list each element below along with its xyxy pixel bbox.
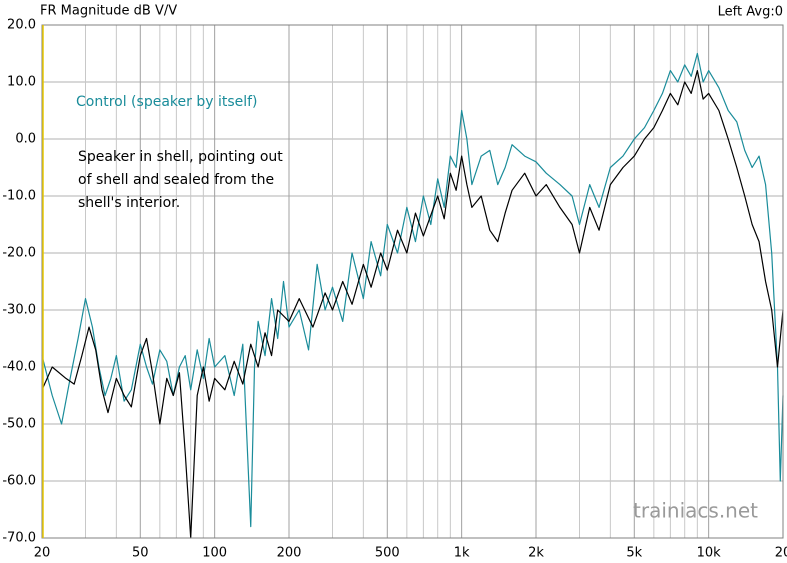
x-tick-label: 2k — [528, 546, 544, 561]
annotation: of shell and sealed from the — [78, 172, 274, 188]
y-tick-label: -10.0 — [2, 189, 36, 204]
series-line — [41, 70, 784, 539]
annotation: Control (speaker by itself) — [76, 94, 258, 110]
y-tick-label: -60.0 — [2, 474, 36, 489]
x-tick-label: 200 — [277, 546, 302, 561]
y-tick-label: -50.0 — [2, 417, 36, 432]
y-tick-label: -30.0 — [2, 303, 36, 318]
x-tick-label: 20 — [34, 546, 51, 561]
x-tick-label: 5k — [626, 546, 642, 561]
y-tick-label: -40.0 — [2, 360, 36, 375]
x-tick-label: 1k — [454, 546, 470, 561]
x-tick-label: 50 — [132, 546, 149, 561]
y-tick-label: -70.0 — [2, 531, 36, 546]
lines — [41, 52, 784, 539]
x-tick-label: 100 — [202, 546, 227, 561]
x-tick-label: 10k — [697, 546, 722, 561]
annotation: shell's interior. — [78, 195, 180, 211]
y-tick-label: 0.0 — [15, 132, 36, 147]
x-tick-label: 20 — [775, 546, 787, 561]
watermark: trainiacs.net — [633, 499, 758, 523]
annotation: Speaker in shell, pointing out — [78, 149, 283, 165]
chart-title: FR Magnitude dB V/V — [40, 4, 177, 19]
plot-frame — [41, 24, 784, 539]
y-tick-label: 20.0 — [7, 18, 36, 33]
y-tick-label: -20.0 — [2, 246, 36, 261]
y-tick-label: 10.0 — [7, 75, 36, 90]
chart-subtitle: Left Avg:0 — [718, 5, 783, 20]
series-line — [41, 52, 784, 528]
x-tick-label: 500 — [375, 546, 400, 561]
